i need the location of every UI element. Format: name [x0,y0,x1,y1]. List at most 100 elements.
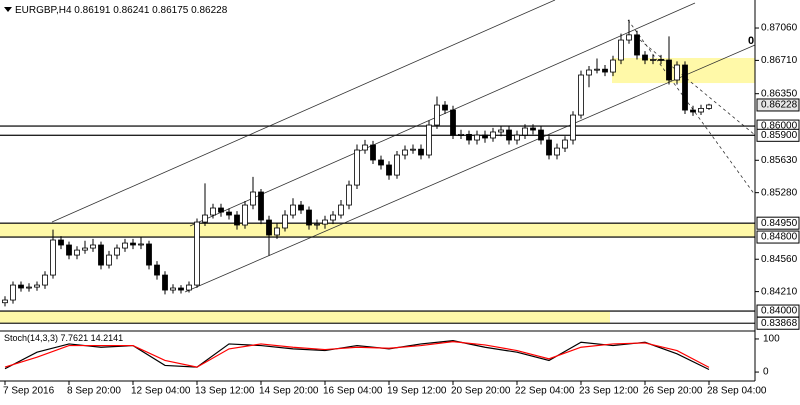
zone [0,311,610,324]
candle-body [162,274,168,291]
y-tick-label: 0.85630 [761,155,798,166]
price-label-box [756,98,800,112]
candle-body [34,284,40,288]
candle-body [634,34,640,56]
candle-body [410,148,416,151]
candle-body [570,114,576,141]
candle-body [274,227,280,236]
level-label-box [756,230,800,244]
candle-body [194,221,200,286]
candle-body [42,274,48,286]
candle-body [474,134,480,141]
candle-body [322,219,328,225]
trend-lines [51,0,756,293]
channel-line [627,19,756,196]
channel-line [51,0,556,223]
level-label: 0.86000 [761,121,798,132]
main-value: 7.7621 [61,333,89,343]
candle-body [330,214,336,221]
candle-body [650,59,656,61]
candle-body [594,68,600,71]
candle-body [546,139,552,156]
candle-body [306,209,312,226]
candle-body [210,207,216,216]
x-tick-label: 16 Sep 04:00 [323,386,383,397]
level-label-box [756,316,800,330]
candle-body [626,34,632,41]
candle-body [122,242,128,249]
candle-body [226,211,232,216]
candle-body [58,239,64,246]
candle-body [90,244,96,249]
candle-body [202,214,208,223]
indicator-title: Stoch(14,3,3) 7.7621 14.2141 [4,333,123,343]
candle-body [114,247,120,256]
x-tick-label: 22 Sep 04:00 [515,386,575,397]
candle-body [170,287,176,291]
candle-body [218,207,224,213]
candle-body [698,107,704,113]
level-label-box [756,128,800,142]
candle-body [154,264,160,276]
candle-body [106,254,112,266]
candle-body [482,134,488,139]
candle-body [178,287,184,291]
candle-body [690,109,696,113]
candle-body [658,59,664,61]
x-tick-label: 20 Sep 20:00 [451,386,511,397]
candle-body [506,129,512,141]
candle-body [242,204,248,226]
candle-body [266,219,272,236]
candle-body [442,104,448,111]
candle-body [234,214,240,226]
candle-body [338,204,344,216]
candle-body [138,243,144,246]
candle-body [50,239,56,276]
candle-body [450,109,456,136]
candle-body [354,149,360,186]
y-tick-label: 0 [763,367,769,378]
candle-body [66,244,72,256]
price-label: 0.86228 [761,100,798,111]
y-tick-label: 0.87060 [761,23,798,34]
candle-body [642,54,648,61]
candle-body [562,139,568,149]
channel-line [639,39,756,136]
candle-body [186,284,192,291]
menu-icon [4,7,12,12]
candle-body [378,159,384,166]
level-label: 0.84800 [761,232,798,243]
candle-body [426,124,432,156]
candle-body [602,68,608,73]
candle-body [490,131,496,139]
candle-body [498,129,504,133]
y-tick-label: 0.84210 [761,286,798,297]
candle-body [290,204,296,216]
y-tick-label: 0.86710 [761,55,798,66]
candle-body [258,191,264,221]
low: 0.86175 [152,5,189,16]
candle-body [370,144,376,161]
fibo-label: 0 [748,35,754,47]
signal-value: 14.2141 [91,333,124,343]
candle-body [98,244,104,266]
x-tick-label: 19 Sep 12:00 [387,386,447,397]
candle-body [74,249,80,256]
x-tick-label: 14 Sep 20:00 [259,386,319,397]
candle-body [434,104,440,126]
y-tick-label: 0.86350 [761,88,798,99]
header: EURGBP,H4 0.86191 0.86241 0.86175 0.8622… [15,5,228,16]
candle-body [610,59,616,73]
candle-body [282,214,288,229]
candle-body [458,133,464,136]
level-label-box [756,216,800,230]
candle-body [18,284,24,289]
candle-body [538,129,544,141]
candle-body [674,64,680,81]
candle-body [2,299,8,304]
zone [0,223,755,238]
candle-body [250,191,256,206]
candle-body [586,69,592,76]
y-tick-label: 100 [763,334,780,345]
